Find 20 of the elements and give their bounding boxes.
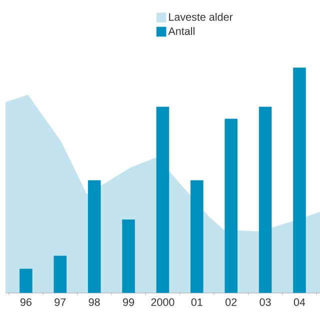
x-tick-label: 99 <box>123 298 134 306</box>
x-tick-label: 03 <box>260 298 271 306</box>
x-tick-label: 97 <box>54 298 66 306</box>
bar <box>122 220 135 294</box>
x-tick-label: 01 <box>191 298 202 306</box>
bar <box>20 269 32 294</box>
x-tick-label: 02 <box>226 298 237 306</box>
x-tick-label: 96 <box>20 298 32 306</box>
legend-label: Laveste alder <box>169 13 233 22</box>
x-tick-label: 2000 <box>151 298 174 306</box>
x-tick-label: 04 <box>294 298 306 306</box>
bar <box>54 256 67 294</box>
legend-label: Antall <box>168 27 194 36</box>
bar <box>156 107 170 294</box>
bar <box>258 107 272 294</box>
bar <box>88 180 101 294</box>
bar <box>190 180 204 294</box>
x-tick-label: 98 <box>88 298 100 306</box>
bar <box>224 118 238 294</box>
bar <box>293 68 306 294</box>
